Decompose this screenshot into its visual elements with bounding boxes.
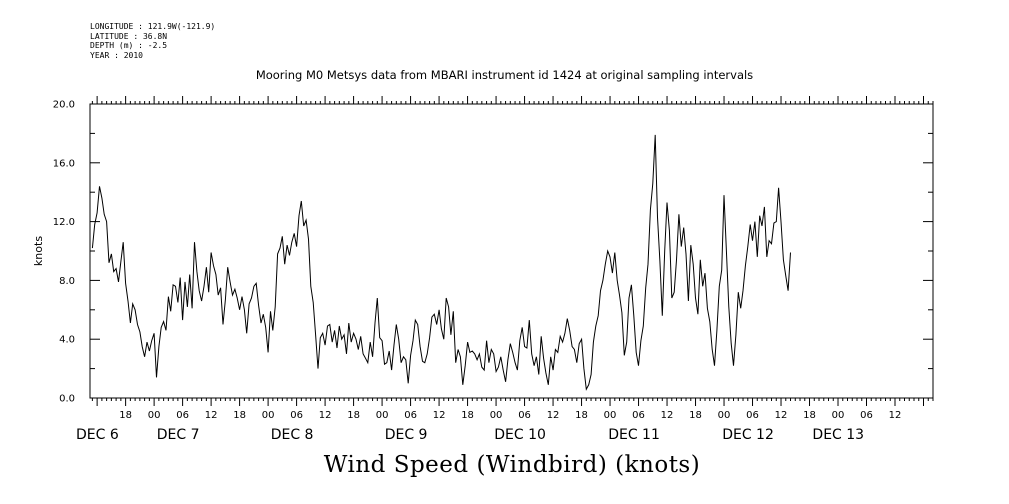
x-hour-tick-label: 18	[575, 410, 588, 421]
x-axis-caption: Wind Speed (Windbird) (knots)	[323, 452, 701, 478]
metadata-block: LONGITUDE : 121.9W(-121.9) LATITUDE : 36…	[90, 22, 215, 60]
x-hour-tick-label: 12	[889, 410, 902, 421]
x-hour-tick-label: 12	[205, 410, 218, 421]
year-label: YEAR : 2010	[90, 50, 143, 60]
x-hour-tick-label: 00	[148, 410, 161, 421]
x-day-label: DEC 9	[385, 427, 428, 443]
x-hour-tick-label: 12	[319, 410, 332, 421]
x-hour-tick-label: 18	[233, 410, 246, 421]
chart-title: Mooring M0 Metsys data from MBARI instru…	[255, 68, 754, 82]
x-hour-tick-label: 12	[547, 410, 560, 421]
x-day-label: DEC 12	[722, 427, 774, 443]
x-hour-tick-label: 12	[775, 410, 788, 421]
x-hour-tick-label: 18	[347, 410, 360, 421]
x-hour-tick-label: 18	[119, 410, 132, 421]
y-axis-label: knots	[32, 236, 45, 266]
x-hour-tick-label: 18	[689, 410, 702, 421]
y-tick-label: 20.0	[53, 100, 75, 111]
x-day-label: DEC 10	[494, 427, 546, 443]
x-day-label: DEC 6	[76, 427, 119, 443]
x-day-label: DEC 7	[157, 427, 200, 443]
x-hour-tick-label: 12	[433, 410, 446, 421]
x-hour-tick-label: 00	[262, 410, 275, 421]
latitude-label: LATITUDE : 36.8N	[90, 31, 168, 41]
y-tick-label: 16.0	[53, 158, 75, 169]
x-hour-tick-label: 00	[490, 410, 503, 421]
x-day-label: DEC 8	[271, 427, 314, 443]
x-hour-tick-label: 18	[461, 410, 474, 421]
wind-speed-series-line	[91, 134, 791, 391]
y-tick-label: 0.0	[59, 394, 75, 405]
depth-label: DEPTH (m) : -2.5	[90, 41, 168, 50]
x-hour-tick-label: 06	[176, 410, 189, 421]
x-hour-tick-label: 18	[803, 410, 816, 421]
x-hour-tick-label: 00	[718, 410, 731, 421]
x-hour-tick-label: 00	[604, 410, 617, 421]
x-hour-tick-label: 06	[404, 410, 417, 421]
x-hour-tick-label: 06	[518, 410, 531, 421]
x-hour-tick-label: 06	[632, 410, 645, 421]
plot-frame	[89, 103, 934, 399]
longitude-label: LONGITUDE : 121.9W(-121.9)	[90, 22, 216, 31]
x-hour-tick-label: 06	[860, 410, 873, 421]
x-hour-tick-label: 06	[746, 410, 759, 421]
x-hour-tick-label: 12	[661, 410, 674, 421]
y-tick-label: 4.0	[59, 335, 75, 346]
x-hour-tick-label: 00	[832, 410, 845, 421]
x-hour-tick-label: 00	[376, 410, 389, 421]
y-tick-label: 12.0	[53, 217, 75, 228]
x-day-label: DEC 11	[608, 427, 660, 443]
x-hour-tick-label: 06	[290, 410, 303, 421]
y-tick-label: 8.0	[59, 276, 75, 287]
x-day-label: DEC 13	[812, 427, 864, 443]
